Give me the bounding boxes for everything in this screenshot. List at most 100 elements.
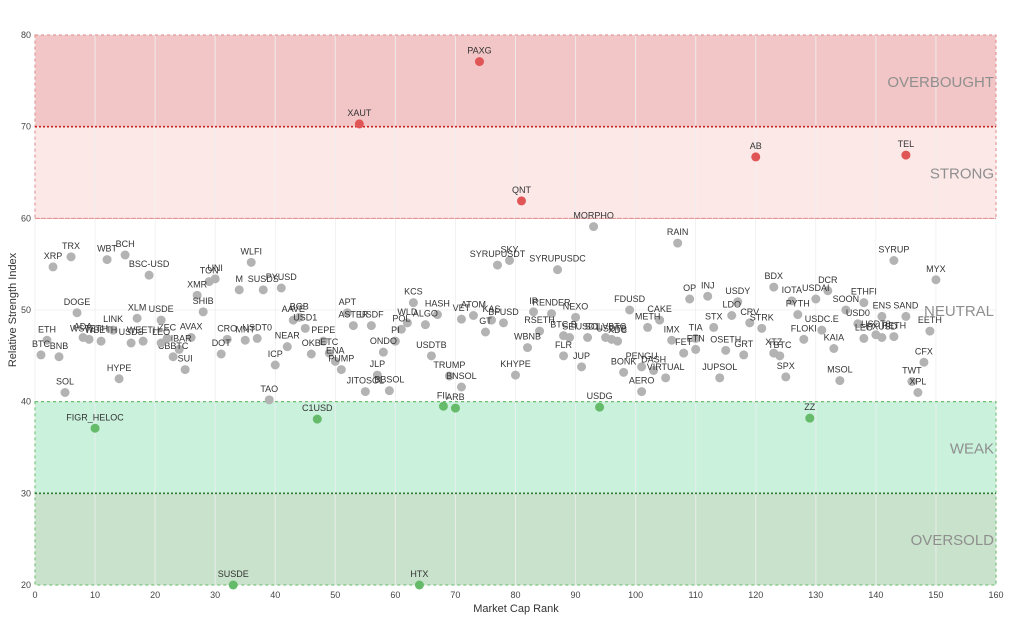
point-marker xyxy=(925,326,935,336)
point-label: BDX xyxy=(765,271,784,281)
point-label: PI xyxy=(391,325,400,335)
point-group: WBETH xyxy=(85,325,117,346)
point-group: RETH xyxy=(882,321,906,342)
point-label: USDT0 xyxy=(242,322,272,332)
point-label: OKB xyxy=(302,338,321,348)
point-group: POL xyxy=(392,313,410,334)
point-label: PYUSD xyxy=(266,272,298,282)
point-label: PEPE xyxy=(311,325,335,335)
point-group: PENGU xyxy=(626,351,658,372)
point-marker xyxy=(553,265,563,275)
point-group: SPX xyxy=(777,361,795,382)
point-label: ATOM xyxy=(461,300,486,310)
point-group: BDX xyxy=(765,271,784,292)
point-label: INJ xyxy=(701,280,715,290)
point-group: MSOL xyxy=(827,365,853,386)
x-tick-label: 50 xyxy=(330,590,340,600)
point-marker xyxy=(559,351,569,361)
point-marker xyxy=(859,333,869,343)
point-label: HYPE xyxy=(107,363,132,373)
point-label: HTX xyxy=(410,569,428,579)
point-marker xyxy=(607,334,617,344)
point-label: SUSDS xyxy=(248,274,279,284)
point-group: INJ xyxy=(701,280,715,301)
point-marker xyxy=(108,325,118,335)
point-marker xyxy=(577,362,587,372)
point-group: SUI xyxy=(178,354,193,375)
point-label: USDTB xyxy=(596,323,627,333)
point-label: TEL xyxy=(898,139,915,149)
point-label: ZEC xyxy=(158,322,177,332)
point-group: USD1 xyxy=(293,312,317,333)
point-label: APT xyxy=(339,297,357,307)
point-marker xyxy=(102,255,112,265)
point-label: SOL xyxy=(56,377,74,387)
point-marker xyxy=(739,350,749,360)
point-label: ADA xyxy=(74,322,93,332)
zone-label-overbought: OVERBOUGHT xyxy=(887,74,994,91)
point-group: BONK xyxy=(611,356,636,377)
point-marker xyxy=(637,387,647,397)
point-label: FDUSD xyxy=(614,294,645,304)
point-group: ETC xyxy=(320,337,339,358)
point-label: PENGU xyxy=(626,351,658,361)
point-label: USD1 xyxy=(293,312,317,322)
point-group: DOGE xyxy=(64,297,90,318)
point-label: USDF xyxy=(359,310,384,320)
zone-label-neutral: NEUTRAL xyxy=(924,303,994,320)
point-marker xyxy=(486,315,496,325)
point-group: USDAI xyxy=(802,283,830,304)
point-marker xyxy=(414,580,424,590)
point-group: ENA xyxy=(326,345,345,366)
point-group: PUMP xyxy=(328,354,354,375)
point-marker xyxy=(366,321,376,331)
point-group: WLD xyxy=(397,307,418,328)
point-marker xyxy=(72,308,82,318)
point-marker xyxy=(174,344,184,354)
point-group: LDO xyxy=(722,300,741,320)
point-group: JITOSOL xyxy=(347,376,384,397)
x-tick-label: 40 xyxy=(270,590,280,600)
point-group: PYTH xyxy=(786,299,810,320)
y-tick-label: 40 xyxy=(21,397,31,407)
point-label: SEI xyxy=(562,322,577,332)
point-group: SEI xyxy=(562,322,577,342)
point-label: USDC.E xyxy=(805,314,839,324)
point-marker xyxy=(168,352,178,362)
point-label: DASH xyxy=(641,355,666,365)
point-marker xyxy=(913,388,923,397)
point-group: MORPHO xyxy=(573,211,614,232)
point-marker xyxy=(78,333,88,342)
point-label: FLR xyxy=(555,340,573,350)
point-marker xyxy=(589,222,599,232)
point-group: OSETH xyxy=(710,334,741,355)
point-group: GRT xyxy=(734,339,754,360)
point-group: NEXO xyxy=(563,301,588,322)
point-label: SHIB xyxy=(193,296,214,306)
point-group: IP xyxy=(529,296,539,317)
point-marker xyxy=(901,150,911,160)
point-marker xyxy=(240,335,250,345)
point-group: WBNB xyxy=(514,332,541,353)
point-marker xyxy=(565,333,575,342)
point-group: BNSOL xyxy=(446,371,477,392)
point-marker xyxy=(426,351,436,361)
point-group: APT xyxy=(339,297,357,318)
point-marker xyxy=(715,373,725,383)
point-label: M xyxy=(235,274,243,284)
point-marker xyxy=(384,386,394,396)
point-label: DOT xyxy=(212,338,232,348)
point-marker xyxy=(661,373,671,383)
point-marker xyxy=(372,370,382,380)
point-group: TAO xyxy=(260,384,278,405)
point-marker xyxy=(619,367,629,377)
point-marker xyxy=(757,323,767,333)
x-tick-label: 90 xyxy=(571,590,581,600)
point-marker xyxy=(781,372,791,382)
point-label: JITOSOL xyxy=(347,376,384,386)
point-group: FLOKI xyxy=(791,323,817,344)
point-group: BTC xyxy=(32,339,51,360)
point-marker xyxy=(853,319,863,329)
point-group: DCR xyxy=(818,275,838,296)
